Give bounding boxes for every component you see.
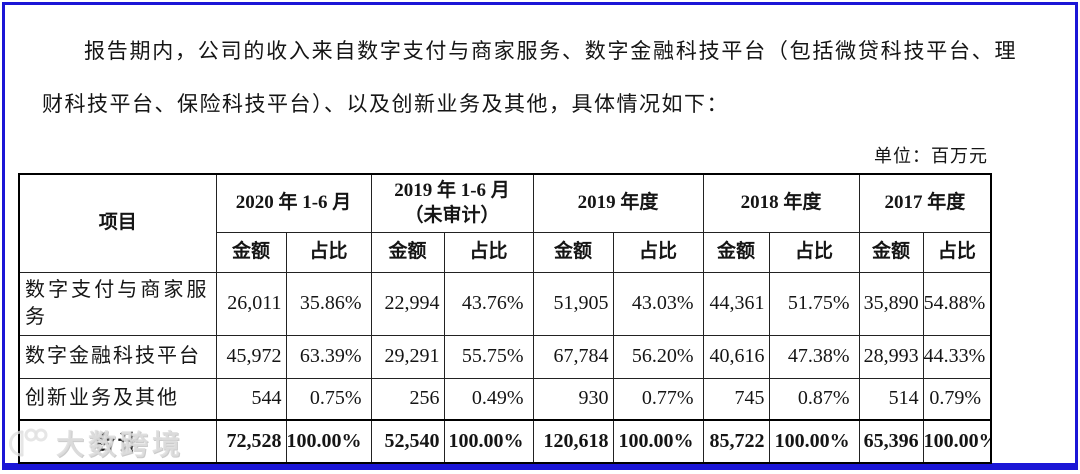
amount-cell: 67,784: [532, 334, 614, 379]
ratio-cell: 56.20%: [612, 334, 704, 379]
amount-cell: 930: [532, 377, 614, 421]
ratio-cell: 43.76%: [443, 271, 534, 336]
ratio-cell: 0.87%: [768, 377, 860, 421]
ratio-cell: 100.00%: [922, 419, 992, 464]
amount-cell: 26,011: [215, 271, 287, 336]
amount-cell: 51,905: [532, 271, 614, 336]
ratio-cell: 35.86%: [285, 271, 372, 336]
amount-cell: 52,540: [370, 419, 445, 464]
ratio-cell: 63.39%: [285, 334, 372, 379]
amount-cell: 65,396: [858, 419, 924, 464]
ratio-header: 占比: [443, 231, 534, 273]
ratio-cell: 100.00%: [768, 419, 860, 464]
period-label: 2019 年 1-6 月: [394, 179, 510, 201]
row-label: 数字金融科技平台: [18, 334, 217, 379]
amount-header: 金额: [532, 231, 614, 273]
ratio-cell: 100.00%: [612, 419, 704, 464]
period-sublabel: （未审计）: [404, 205, 500, 227]
amount-cell: 35,890: [858, 271, 924, 336]
period-label: 2017 年度: [884, 192, 966, 214]
period-header-2019h1-unaudited: 2019 年 1-6 月 （未审计）: [370, 173, 534, 233]
table-row-digital-finance: 数字金融科技平台 45,972 63.39% 29,291 55.75% 67,…: [18, 334, 992, 379]
amount-cell: 29,291: [370, 334, 445, 379]
ratio-cell: 100.00%: [285, 419, 372, 464]
ratio-cell: 54.88%: [922, 271, 992, 336]
period-label: 2018 年度: [740, 192, 822, 214]
amount-cell: 544: [215, 377, 287, 421]
amount-header: 金额: [370, 231, 445, 273]
table-row-digital-payment: 数字支付与商家服务 26,011 35.86% 22,994 43.76% 51…: [18, 271, 992, 336]
amount-cell: 22,994: [370, 271, 445, 336]
period-header-row: 项目 2020 年 1-6 月 2019 年 1-6 月 （未审计） 2019 …: [18, 173, 992, 273]
ratio-cell: 0.49%: [443, 377, 534, 421]
intro-paragraph: 报告期内，公司的收入来自数字支付与商家服务、数字金融科技平台（包括微贷科技平台、…: [42, 39, 1017, 116]
amount-header: 金额: [858, 231, 924, 273]
amount-cell: 72,528: [215, 419, 287, 464]
corner-header-item: 项目: [18, 173, 217, 273]
row-label: 数字支付与商家服务: [18, 271, 217, 336]
ratio-cell: 44.33%: [922, 334, 992, 379]
period-header-2018: 2018 年度: [702, 173, 860, 233]
total-label: 合计: [18, 419, 217, 464]
unit-label: 单位：百万元: [874, 146, 988, 166]
amount-cell: 256: [370, 377, 445, 421]
amount-header: 金额: [215, 231, 287, 273]
ratio-cell: 0.77%: [612, 377, 704, 421]
amount-cell: 45,972: [215, 334, 287, 379]
row-label: 创新业务及其他: [18, 377, 217, 421]
period-label: 2019 年度: [577, 192, 659, 214]
ratio-cell: 0.75%: [285, 377, 372, 421]
ratio-header: 占比: [768, 231, 860, 273]
amount-cell: 120,618: [532, 419, 614, 464]
period-header-2017: 2017 年度: [858, 173, 992, 233]
sub-header-row: 金额 占比 金额 占比 金额 占比 金额 占比 金额 占比: [19, 231, 992, 273]
table-row-innovation: 创新业务及其他 544 0.75% 256 0.49% 930 0.77% 74…: [18, 377, 992, 421]
ratio-header: 占比: [285, 231, 372, 273]
amount-header: 金额: [702, 231, 770, 273]
amount-cell: 44,361: [702, 271, 770, 336]
amount-cell: 40,616: [702, 334, 770, 379]
period-header-2020h1: 2020 年 1-6 月: [215, 173, 372, 233]
ratio-header: 占比: [612, 231, 704, 273]
amount-cell: 28,993: [858, 334, 924, 379]
amount-cell: 745: [702, 377, 770, 421]
ratio-cell: 43.03%: [612, 271, 704, 336]
ratio-cell: 100.00%: [443, 419, 534, 464]
period-header-2019: 2019 年度: [532, 173, 704, 233]
ratio-cell: 0.79%: [922, 377, 992, 421]
amount-cell: 514: [858, 377, 924, 421]
ratio-header: 占比: [922, 231, 992, 273]
table-row-total: 合计 72,528 100.00% 52,540 100.00% 120,618…: [18, 419, 992, 464]
period-label: 2020 年 1-6 月: [235, 192, 352, 214]
revenue-table: 项目 2020 年 1-6 月 2019 年 1-6 月 （未审计） 2019 …: [18, 173, 993, 464]
ratio-cell: 55.75%: [443, 334, 534, 379]
ratio-cell: 51.75%: [768, 271, 860, 336]
amount-cell: 85,722: [702, 419, 770, 464]
ratio-cell: 47.38%: [768, 334, 860, 379]
